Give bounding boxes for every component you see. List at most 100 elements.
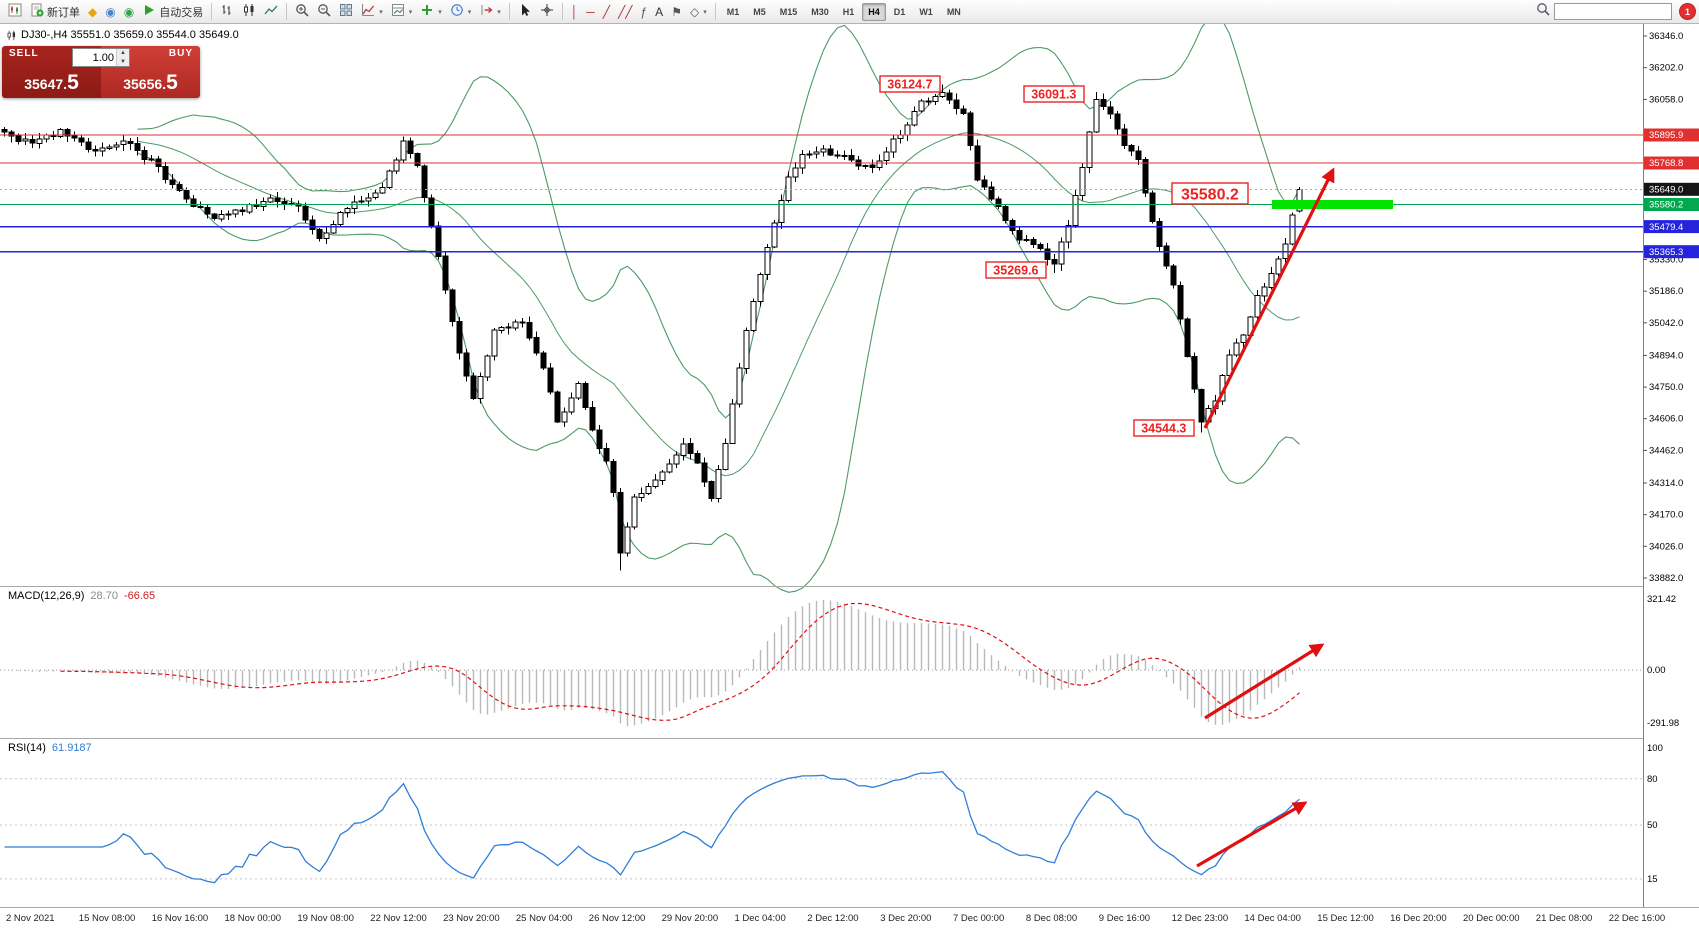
community-button[interactable]: ◉ (101, 2, 119, 22)
new-order-icon (30, 3, 44, 20)
price-annotation[interactable]: 35269.6 (985, 261, 1047, 279)
timeframe-H1-button[interactable]: H1 (842, 6, 855, 17)
timeframe-M15-button[interactable]: M15 (779, 6, 798, 17)
toolbar-separator (211, 3, 213, 20)
candle-chart-button[interactable] (238, 2, 260, 22)
auto-trading-button[interactable]: 自动交易 (138, 2, 207, 22)
zoom-in-button[interactable] (291, 2, 313, 22)
fibonacci-button[interactable]: ƒ (636, 2, 651, 22)
svg-text:16 Dec 20:00: 16 Dec 20:00 (1390, 913, 1447, 924)
toolbar-separator (508, 3, 510, 20)
svg-text:36346.0: 36346.0 (1649, 31, 1683, 42)
svg-text:80: 80 (1647, 774, 1658, 785)
indicator-windows-icon (391, 3, 405, 20)
svg-text:35330.0: 35330.0 (1649, 255, 1683, 266)
svg-text:21 Dec 08:00: 21 Dec 08:00 (1536, 913, 1593, 924)
trend-line-icon: ╱ (602, 4, 611, 19)
svg-text:35768.8: 35768.8 (1649, 158, 1683, 169)
toolbar-buttons: 新订单 ◆ ◉ ◉ 自动交易 ▾ ▾ ▾ ▾ ▾ │ ─ ╱ ╱╱ ƒ A ⚑ ◇ ▾ M1 M5 M15 M30 H1 H4 D… (4, 0, 968, 23)
one-click-trading-panel: SELL 35647.5 BUY 35656.5 ▲▼ (2, 46, 200, 98)
svg-text:35365.3: 35365.3 (1649, 247, 1683, 258)
price-annotation[interactable]: 36124.7 (879, 75, 941, 93)
code-base-button[interactable]: ◉ (120, 2, 138, 22)
price-annotation[interactable]: 36091.3 (1023, 85, 1085, 103)
chart-shift-dropdown-icon[interactable]: ▾ (497, 8, 501, 16)
svg-text:25 Nov 04:00: 25 Nov 04:00 (516, 913, 573, 924)
svg-text:26 Nov 12:00: 26 Nov 12:00 (589, 913, 646, 924)
label-button[interactable]: ⚑ (667, 2, 686, 22)
volume-input[interactable] (73, 49, 116, 66)
periods-button[interactable]: ▾ (446, 2, 476, 22)
indicators-icon (361, 3, 375, 20)
trend-line-button[interactable]: ╱ (599, 2, 614, 22)
horizontal-line-button[interactable]: ─ (582, 2, 599, 22)
timeframe-W1-button[interactable]: W1 (919, 6, 933, 17)
price-annotation[interactable]: 34544.3 (1133, 419, 1195, 437)
svg-text:34894.0: 34894.0 (1649, 350, 1683, 361)
indicator-windows-dropdown-icon[interactable]: ▾ (408, 8, 413, 16)
price-tag: 35768.8 (1644, 156, 1699, 170)
price-tag: 35365.3 (1644, 245, 1699, 259)
indicators-dropdown-icon[interactable]: ▾ (379, 8, 383, 16)
arrows-button[interactable]: ◇ ▾ (686, 2, 711, 22)
add-object-dropdown-icon[interactable]: ▾ (438, 8, 442, 16)
line-chart-button[interactable] (260, 2, 282, 22)
svg-text:35895.9: 35895.9 (1649, 130, 1683, 141)
timeframe-M30-button[interactable]: M30 (811, 6, 829, 17)
line-chart-icon (264, 3, 278, 20)
cursor-button[interactable] (514, 2, 536, 22)
timeframe-D1-button[interactable]: D1 (893, 6, 906, 17)
buy-price: 35656.5 (123, 71, 178, 94)
text-icon: A (655, 4, 664, 19)
mql5-market-button[interactable]: ◆ (84, 2, 101, 22)
notification-badge[interactable]: 1 (1680, 4, 1695, 19)
indicator-windows-button[interactable]: ▾ (387, 2, 417, 22)
price-annotation[interactable]: 35580.2 (1171, 182, 1249, 205)
vertical-line-button[interactable]: │ (567, 2, 583, 22)
new-order-button[interactable]: 新订单 (26, 2, 84, 22)
svg-text:19 Nov 08:00: 19 Nov 08:00 (297, 913, 354, 924)
cursor-icon (518, 3, 532, 20)
timeframe-M1-button[interactable]: M1 (726, 6, 740, 17)
chart-shift-button[interactable]: ▾ (475, 2, 505, 22)
chart-window-button[interactable] (4, 2, 26, 22)
zoom-out-button[interactable] (313, 2, 335, 22)
timeframe-H4-button[interactable]: H4 (862, 2, 886, 21)
crosshair-icon (540, 3, 554, 20)
arrows-dropdown-icon[interactable]: ▾ (703, 8, 707, 16)
volume-spinner[interactable]: ▲ ▼ (116, 49, 129, 66)
bar-chart-button[interactable] (216, 2, 238, 22)
macd-signal-line (60, 602, 1300, 721)
timeframe-M5-button[interactable]: M5 (753, 6, 766, 17)
add-object-button[interactable]: ▾ (416, 2, 446, 22)
trend-arrow[interactable] (1204, 643, 1325, 720)
trend-arrow[interactable] (1196, 801, 1308, 868)
sell-label: SELL (9, 48, 39, 59)
price-axis[interactable]: 36346.0 36202.0 36058.0 35330.0 35186.0 35042… (1643, 31, 1699, 584)
svg-text:3 Dec 20:00: 3 Dec 20:00 (880, 913, 931, 924)
periods-dropdown-icon[interactable]: ▾ (467, 8, 472, 16)
timeframe-MN-button[interactable]: MN (946, 6, 961, 17)
svg-text:15 Nov 08:00: 15 Nov 08:00 (79, 913, 136, 924)
candles (1, 84, 1303, 571)
indicators-button[interactable]: ▾ (357, 2, 387, 22)
svg-text:34544.3: 34544.3 (1141, 422, 1186, 436)
svg-text:321.42: 321.42 (1647, 594, 1676, 605)
text-button[interactable]: A (651, 2, 667, 22)
search-icon[interactable] (1536, 2, 1550, 21)
chart-shift-icon (479, 3, 493, 20)
equidistant-channel-button[interactable]: ╱╱ (614, 2, 636, 22)
trend-arrow[interactable] (1203, 167, 1335, 429)
tile-windows-button[interactable] (335, 2, 357, 22)
buy-label: BUY (168, 48, 193, 59)
search-input[interactable] (1554, 3, 1672, 20)
time-axis[interactable]: 2 Nov 2021 15 Nov 08:00 16 Nov 16:00 18 Nov… (6, 913, 1665, 924)
price-tag: 35649.0 (1644, 182, 1699, 196)
label-icon: ⚑ (671, 4, 682, 19)
svg-text:35269.6: 35269.6 (993, 264, 1038, 278)
crosshair-button[interactable] (536, 2, 558, 22)
zoom-in-icon (295, 3, 309, 20)
svg-text:33882.0: 33882.0 (1649, 573, 1683, 584)
resistance-highlight[interactable] (1272, 200, 1393, 209)
